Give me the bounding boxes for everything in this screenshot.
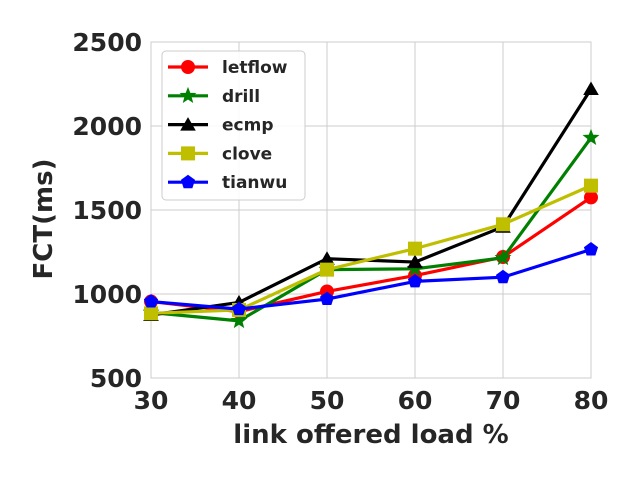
data-point-ecmp (583, 81, 599, 96)
series-line-clove (150, 184, 592, 315)
legend-label: letflow (222, 58, 288, 78)
y-tick-label: 2500 (72, 28, 142, 57)
series-line-tianwu (150, 247, 592, 311)
x-tick-label: 50 (310, 386, 345, 415)
x-tick-label: 40 (222, 386, 257, 415)
legend-item-drill: drill (168, 87, 260, 107)
x-tick-label: 80 (574, 386, 609, 415)
y-tick-label: 500 (90, 364, 142, 393)
data-point-tianwu (407, 273, 423, 288)
legend-item-clove: clove (168, 144, 272, 164)
x-tick-label: 30 (134, 386, 169, 415)
legend-marker (179, 86, 197, 104)
data-point-clove (496, 217, 510, 232)
y-tick-label: 1000 (72, 280, 142, 309)
data-point-clove (584, 178, 598, 193)
data-point-tianwu (495, 269, 511, 284)
legend-marker (181, 146, 195, 161)
data-point-drill (494, 248, 512, 266)
data-point-clove (408, 241, 422, 256)
series-line-drill (150, 136, 593, 323)
data-point-tianwu (231, 301, 247, 316)
series-layer (142, 81, 600, 329)
legend-label: ecmp (222, 116, 274, 136)
data-point-tianwu (319, 291, 335, 306)
legend-label: clove (222, 144, 272, 164)
legend-box (161, 50, 306, 201)
data-point-letflow (584, 190, 598, 205)
data-point-clove (320, 262, 334, 277)
y-axis-label: FCT(ms) (29, 159, 59, 280)
legend: letflow drill ecmp clove tianwu (161, 50, 306, 201)
legend-item-tianwu: tianwu (168, 173, 287, 193)
legend-marker (180, 174, 196, 189)
x-axis-ticks: 30 40 50 60 70 80 (134, 386, 609, 415)
y-axis-ticks: 500 1000 1500 2000 2500 (72, 28, 142, 393)
legend-marker (181, 60, 195, 74)
data-point-drill (582, 128, 600, 145)
y-tick-label: 1500 (72, 196, 142, 225)
x-tick-label: 70 (486, 386, 521, 415)
data-point-tianwu (143, 294, 159, 308)
legend-marker (180, 117, 196, 131)
data-point-drill (230, 311, 248, 329)
legend-label: tianwu (222, 173, 287, 193)
data-point-tianwu (583, 242, 599, 256)
y-tick-label: 2000 (72, 112, 142, 141)
x-axis-label: link offered load % (233, 420, 508, 450)
plot-frame (150, 41, 592, 379)
legend-label: drill (222, 87, 260, 107)
legend-item-ecmp: ecmp (168, 116, 274, 136)
legend-item-letflow: letflow (168, 58, 288, 78)
data-point-ecmp (407, 254, 423, 269)
series-tianwu (143, 242, 599, 316)
x-tick-label: 60 (398, 386, 433, 415)
data-point-clove (144, 306, 158, 321)
